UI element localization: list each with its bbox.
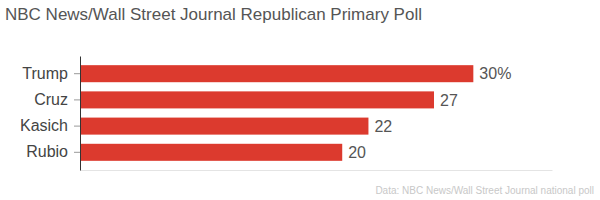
bars: [80, 65, 473, 161]
tick-label: Cruz: [34, 91, 68, 108]
tick-mark: [74, 152, 80, 153]
x-axis: [81, 170, 553, 171]
data-label: 27: [440, 92, 458, 109]
tick-label: Trump: [22, 65, 68, 82]
title: NBC News/Wall Street Journal Republican …: [5, 5, 422, 24]
tick-mark: [74, 99, 80, 100]
plot: Trump Cruz Kasich Rubio 30% 27 22 20: [20, 57, 553, 171]
bar: [80, 144, 342, 161]
tick: Kasich: [20, 117, 80, 134]
tick: Cruz: [34, 91, 80, 108]
data-label: 20: [348, 144, 366, 161]
tick: Trump: [22, 65, 80, 82]
bar: [80, 118, 368, 135]
chart: NBC News/Wall Street Journal Republican …: [0, 0, 600, 200]
bar: [80, 65, 473, 82]
data-label: 30%: [479, 65, 511, 82]
source-note: Data: NBC News/Wall Street Journal natio…: [375, 185, 594, 196]
tick-label: Kasich: [20, 117, 68, 134]
tick-mark: [74, 73, 80, 74]
tick: Rubio: [26, 143, 80, 160]
tick-label: Rubio: [26, 143, 68, 160]
bar: [80, 91, 434, 108]
y-axis: Trump Cruz Kasich Rubio: [20, 57, 81, 171]
data-label: 22: [374, 118, 392, 135]
tick-mark: [74, 126, 80, 127]
x-axis-line: [81, 170, 553, 171]
y-axis-line: [80, 57, 81, 171]
data-labels: 30% 27 22 20: [348, 65, 511, 161]
